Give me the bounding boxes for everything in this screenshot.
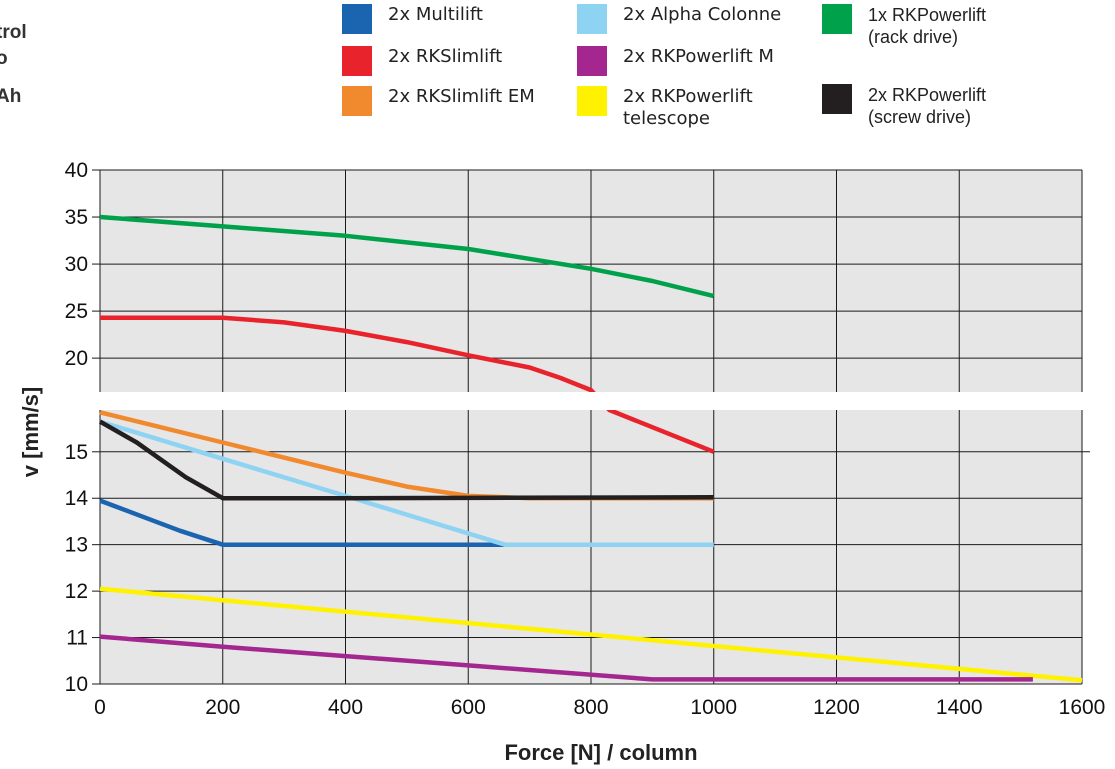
legend-item-rkpowerlift-screw: 2x RKPowerlift (screw drive) bbox=[822, 84, 986, 128]
y-tick-label: 14 bbox=[65, 487, 89, 510]
x-tick-label: 1600 bbox=[1059, 696, 1106, 719]
legend-swatch-rkslimlift-em bbox=[342, 86, 372, 116]
series-line-rkpowerlift-m bbox=[99, 634, 1033, 682]
y-tick-label: 40 bbox=[65, 159, 88, 182]
x-tick-label: 1000 bbox=[690, 696, 737, 719]
legend-label-multilift: 2x Multilift bbox=[388, 4, 483, 25]
y-tick-label: 35 bbox=[65, 206, 88, 229]
side-label-1: trol bbox=[0, 22, 27, 43]
legend-item-multilift: 2x Multilift bbox=[342, 4, 483, 34]
legend-swatch-rkpowerlift-telescope bbox=[577, 86, 607, 116]
legend-label-rkpowerlift-telescope: 2x RKPowerlift telescope bbox=[623, 86, 753, 129]
side-label-3: Ah bbox=[0, 86, 22, 107]
series-line-multilift bbox=[99, 498, 714, 547]
y-tick-label: 13 bbox=[65, 534, 88, 557]
legend-item-rkpowerlift-telescope: 2x RKPowerlift telescope bbox=[577, 86, 753, 130]
side-label-2: o bbox=[0, 48, 8, 69]
series-line-alpha-colonne bbox=[99, 419, 714, 547]
x-axis-title: Force [N] / column bbox=[504, 740, 697, 765]
legend-swatch-rkpowerlift-rack bbox=[822, 4, 852, 34]
legend-label-rkslimlift: 2x RKSlimlift bbox=[388, 46, 503, 67]
y-tick-label: 20 bbox=[65, 347, 88, 370]
x-tick-label: 1400 bbox=[936, 696, 983, 719]
legend-label-rkpowerlift-rack: 1x RKPowerlift (rack drive) bbox=[868, 5, 987, 47]
legend-item-rkslimlift-em: 2x RKSlimlift EM bbox=[342, 86, 535, 116]
legend-swatch-rkpowerlift-m bbox=[577, 46, 607, 76]
legend-swatch-rkpowerlift-screw bbox=[822, 84, 852, 114]
y-tick-label: 10 bbox=[65, 673, 88, 696]
x-tick-label: 200 bbox=[205, 696, 240, 719]
y-axis-title: v [mm/s] bbox=[18, 387, 43, 477]
legend-label-alpha-colonne: 2x Alpha Colonne bbox=[623, 4, 782, 25]
series-line-rkpowerlift-telescope bbox=[99, 586, 1083, 683]
x-tick-label: 800 bbox=[573, 696, 608, 719]
legend-label-rkslimlift-em: 2x RKSlimlift EM bbox=[388, 86, 535, 107]
y-tick-label: 12 bbox=[65, 580, 88, 603]
legend-item-rkpowerlift-m: 2x RKPowerlift M bbox=[577, 46, 774, 76]
x-tick-label: 600 bbox=[451, 696, 486, 719]
legend-item-rkslimlift: 2x RKSlimlift bbox=[342, 46, 502, 76]
series-line-rkpowerlift-rack bbox=[99, 214, 715, 299]
y-tick-label: 30 bbox=[65, 253, 88, 276]
legend-swatch-rkslimlift bbox=[342, 46, 372, 76]
legend-swatch-multilift bbox=[342, 4, 372, 34]
legend-swatch-alpha-colonne bbox=[577, 4, 607, 34]
legend-label-rkpowerlift-m: 2x RKPowerlift M bbox=[623, 46, 774, 67]
x-tick-label: 1200 bbox=[813, 696, 860, 719]
y-tick-label: 11 bbox=[66, 627, 88, 650]
y-tick-label: 15 bbox=[65, 441, 88, 464]
legend-item-alpha-colonne: 2x Alpha Colonne bbox=[577, 4, 781, 34]
x-tick-label: 0 bbox=[94, 696, 106, 719]
legend-label-rkpowerlift-screw: 2x RKPowerlift (screw drive) bbox=[868, 85, 987, 127]
series-line-rkpowerlift-screw bbox=[98, 419, 714, 501]
x-tick-label: 400 bbox=[328, 696, 363, 719]
y-tick-label: 25 bbox=[65, 300, 88, 323]
legend-item-rkpowerlift-rack: 1x RKPowerlift (rack drive) bbox=[822, 4, 986, 48]
axis-break-gap bbox=[98, 392, 1110, 410]
